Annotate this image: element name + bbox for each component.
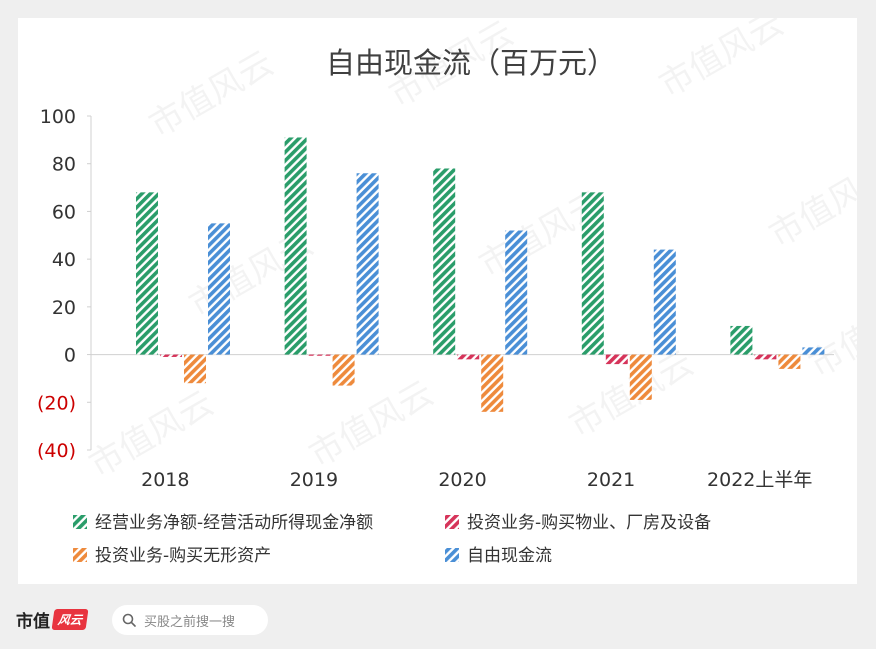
bar	[160, 354, 182, 357]
bar	[208, 223, 230, 355]
legend-swatch	[73, 515, 87, 529]
x-tick-label: 2019	[290, 469, 338, 491]
bars	[136, 137, 825, 412]
x-tick-label: 2020	[438, 469, 486, 491]
bar	[136, 192, 158, 355]
brand-logo: 市值 风云	[16, 607, 89, 632]
y-tick-label: 60	[52, 201, 76, 223]
legend-swatch	[445, 548, 459, 562]
y-tick-label: 100	[40, 106, 76, 128]
bar	[457, 354, 480, 360]
chart-title: 自由现金流（百万元）	[326, 46, 616, 80]
y-tick-label: 0	[64, 345, 76, 367]
bar	[184, 354, 206, 384]
bar	[778, 354, 801, 369]
legend-label: 投资业务-购买物业、厂房及设备	[467, 513, 711, 533]
bar	[605, 354, 628, 365]
y-tick-label: (40)	[37, 440, 76, 462]
legend-swatch	[73, 548, 87, 562]
legend-swatch	[445, 515, 459, 529]
bar	[754, 354, 777, 360]
bar	[653, 249, 676, 355]
bar	[581, 192, 604, 355]
bar	[356, 173, 379, 355]
y-tick-label: 80	[52, 154, 76, 176]
brand-badge: 风云	[51, 609, 89, 630]
legend: 经营业务净额-经营活动所得现金净额 投资业务-购买物业、厂房及设备投资业务-购买无…	[73, 513, 711, 566]
chart-card: 市值风云市值风云市值风云市值风云市值风云市值风云市值风云市值风云市值风云市值风云…	[18, 18, 857, 584]
y-tick-label: 20	[52, 297, 76, 319]
bar	[730, 325, 753, 355]
search-box[interactable]: 买股之前搜一搜	[112, 605, 268, 635]
bar	[629, 354, 652, 400]
bar	[308, 354, 331, 356]
legend-label: 自由现金流	[467, 546, 552, 566]
x-tick-label: 2021	[587, 469, 635, 491]
watermark-layer: 市值风云市值风云市值风云市值风云市值风云市值风云市值风云市值风云市值风云市值风云	[83, 18, 858, 486]
bar	[505, 230, 528, 355]
y-tick-label: 40	[52, 249, 76, 271]
bar	[802, 347, 825, 355]
legend-label: 投资业务-购买无形资产	[95, 546, 271, 566]
free-cash-flow-chart: 市值风云市值风云市值风云市值风云市值风云市值风云市值风云市值风云市值风云市值风云…	[37, 18, 858, 566]
bar	[284, 137, 307, 355]
bar	[481, 354, 504, 412]
footer: 市值 风云 买股之前搜一搜	[0, 590, 876, 649]
legend-label: 经营业务净额-经营活动所得现金净额	[95, 513, 373, 533]
search-placeholder: 买股之前搜一搜	[144, 614, 236, 630]
brand-name: 市值	[16, 612, 50, 632]
y-tick-label: (20)	[37, 392, 76, 414]
bar	[332, 354, 355, 386]
x-tick-label: 2018	[141, 469, 189, 491]
bar	[433, 168, 456, 355]
search-icon	[122, 613, 136, 627]
x-tick-label: 2022上半年	[707, 469, 812, 491]
